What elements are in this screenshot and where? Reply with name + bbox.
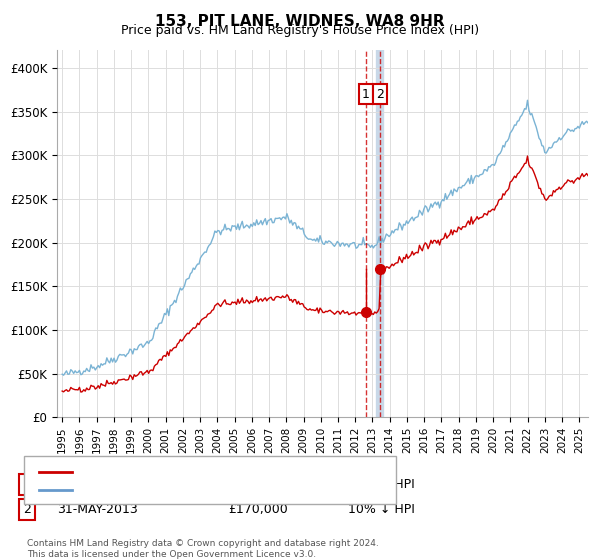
- Text: 2: 2: [23, 503, 31, 516]
- Text: 31-MAY-2013: 31-MAY-2013: [57, 503, 138, 516]
- Text: 10% ↓ HPI: 10% ↓ HPI: [348, 503, 415, 516]
- Text: 153, PIT LANE, WIDNES, WA8 9HR: 153, PIT LANE, WIDNES, WA8 9HR: [155, 14, 445, 29]
- Text: 36% ↓ HPI: 36% ↓ HPI: [348, 478, 415, 491]
- Text: Contains HM Land Registry data © Crown copyright and database right 2024.
This d: Contains HM Land Registry data © Crown c…: [27, 539, 379, 559]
- Text: £170,000: £170,000: [228, 503, 288, 516]
- Text: 1: 1: [23, 478, 31, 491]
- Text: 23-AUG-2012: 23-AUG-2012: [57, 478, 140, 491]
- Text: £120,000: £120,000: [228, 478, 287, 491]
- Text: Price paid vs. HM Land Registry's House Price Index (HPI): Price paid vs. HM Land Registry's House …: [121, 24, 479, 37]
- Text: HPI: Average price, detached house, Halton: HPI: Average price, detached house, Halt…: [78, 485, 321, 495]
- Text: 1: 1: [362, 87, 370, 101]
- Text: 153, PIT LANE, WIDNES, WA8 9HR (detached house): 153, PIT LANE, WIDNES, WA8 9HR (detached…: [78, 467, 369, 477]
- Text: 2: 2: [376, 87, 383, 101]
